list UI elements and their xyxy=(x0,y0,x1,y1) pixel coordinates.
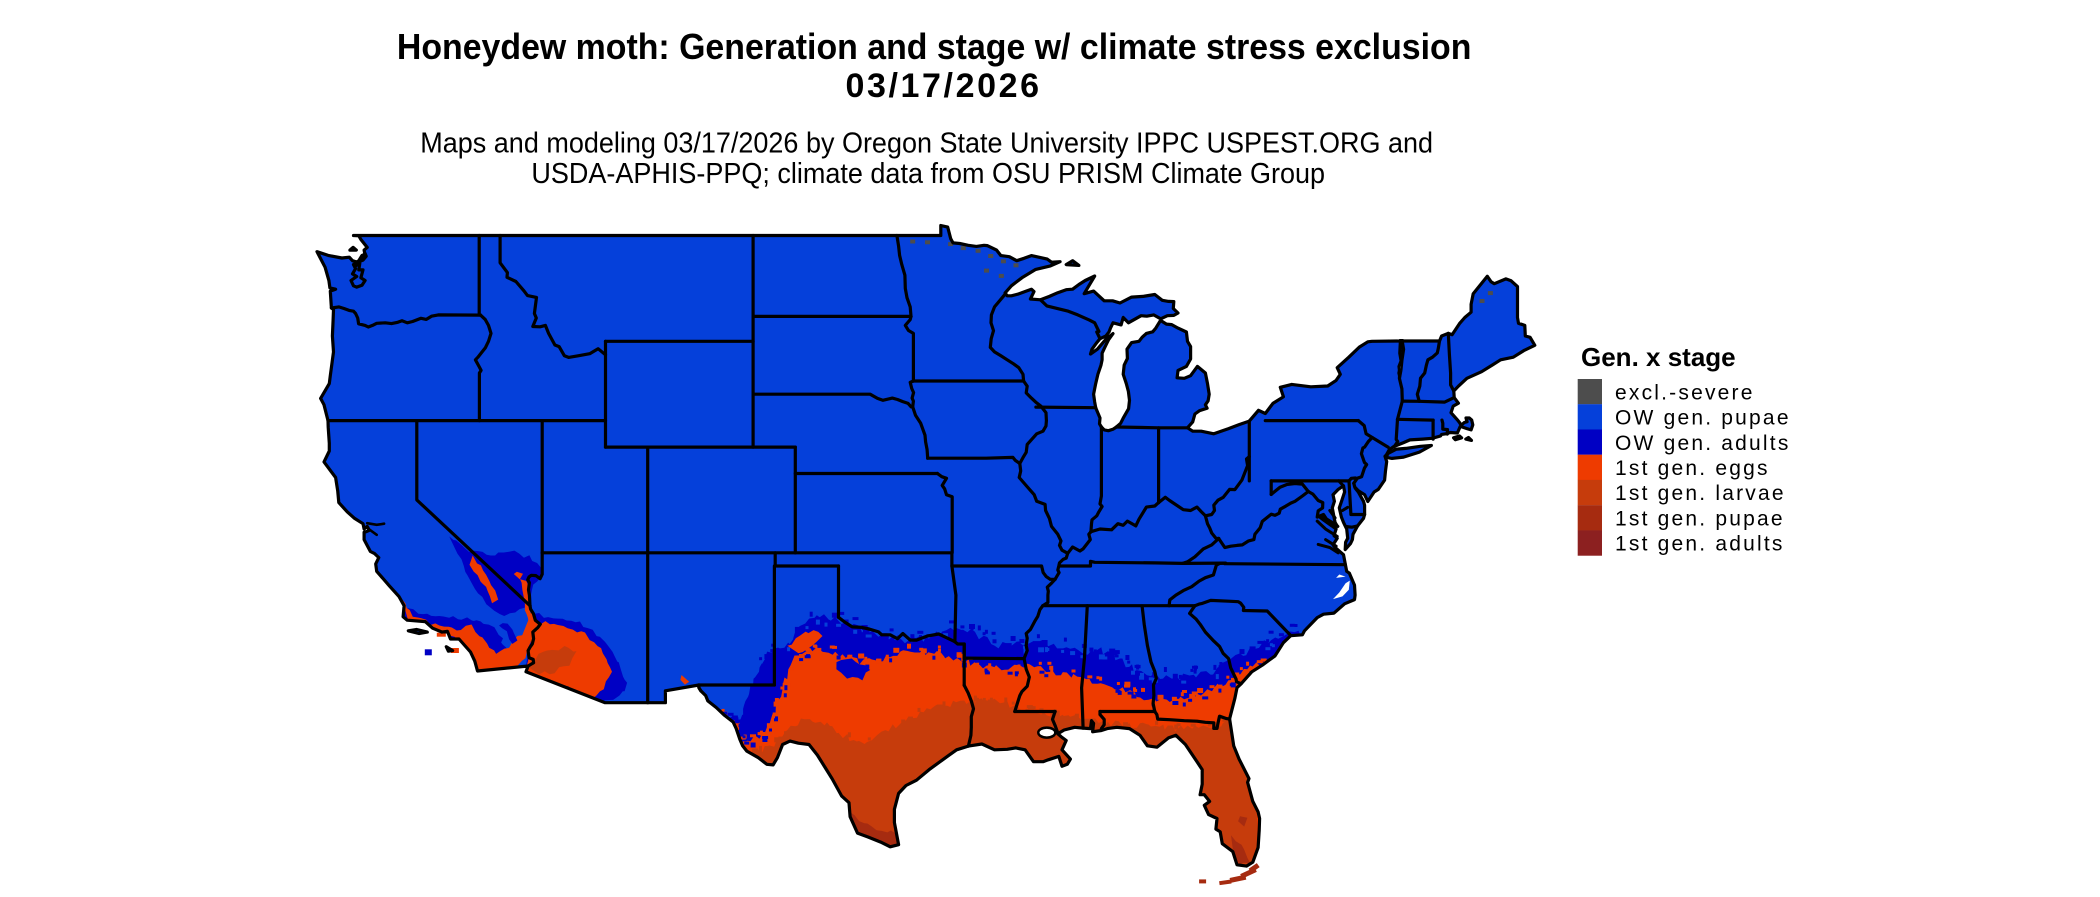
svg-text:Honeydew moth: Generation and: Honeydew moth: Generation and stage w/ c… xyxy=(397,26,1472,67)
svg-text:Gen. x stage: Gen. x stage xyxy=(1581,342,1736,372)
svg-text:1st gen. adults: 1st gen. adults xyxy=(1615,533,1785,556)
svg-text:1st gen. larvae: 1st gen. larvae xyxy=(1615,482,1786,505)
svg-text:1st gen. eggs: 1st gen. eggs xyxy=(1615,457,1770,480)
svg-text:excl.-severe: excl.-severe xyxy=(1615,381,1755,404)
svg-text:USDA-APHIS-PPQ; climate data f: USDA-APHIS-PPQ; climate data from OSU PR… xyxy=(531,158,1325,190)
svg-text:OW gen. adults: OW gen. adults xyxy=(1615,432,1791,455)
svg-text:Maps and modeling 03/17/2026 b: Maps and modeling 03/17/2026 by Oregon S… xyxy=(420,128,1433,160)
svg-text:1st gen. pupae: 1st gen. pupae xyxy=(1615,507,1785,530)
svg-text:OW gen. pupae: OW gen. pupae xyxy=(1615,407,1791,430)
